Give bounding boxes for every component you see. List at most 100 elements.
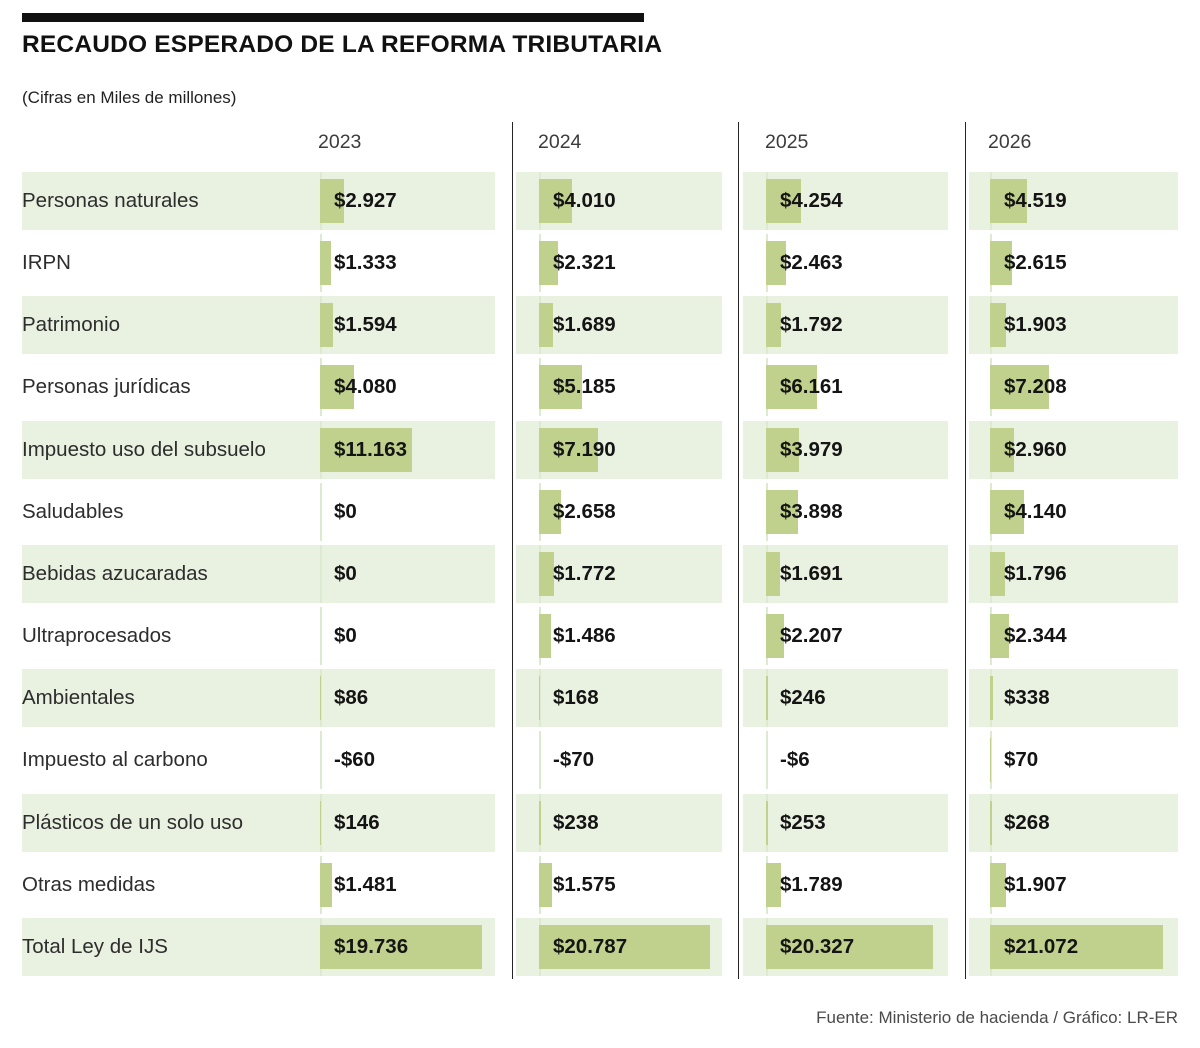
cell-value: $1.903 (1004, 313, 1067, 337)
value-bar (766, 800, 768, 845)
row-label: Otras medidas (22, 872, 156, 896)
value-bar (539, 241, 558, 286)
value-bar (990, 489, 1024, 534)
value-bar (320, 862, 332, 907)
row-background (743, 669, 948, 728)
table-row: Patrimonio $1.594 $1.689 $1.792 $1.903 (0, 296, 1200, 355)
cell-value: -$6 (780, 748, 810, 772)
cell-value: $0 (334, 499, 357, 523)
table-row: Impuesto uso del subsuelo $11.163 $7.190 $3… (0, 420, 1200, 479)
table-row: Bebidas azucaradas $0 $1.772 $1.691 $1.796 (0, 544, 1200, 603)
cell-value: $4.519 (1004, 189, 1067, 212)
table-row: Plásticos de un solo uso $146 $238 $253 $268 (0, 793, 1200, 852)
baseline-tick (320, 607, 322, 665)
cell-value: $1.792 (780, 313, 843, 337)
cell-value: $1.333 (334, 251, 397, 275)
row-background (22, 544, 495, 603)
cell-value: $4.140 (1004, 499, 1067, 523)
value-bar (766, 676, 768, 721)
title-rule (22, 13, 644, 22)
value-bar (766, 862, 781, 907)
value-bar (990, 551, 1005, 596)
row-label: Saludables (22, 499, 124, 523)
cell-value: $1.789 (780, 872, 843, 896)
cell-value: $1.907 (1004, 872, 1067, 896)
cell-value: $1.691 (780, 561, 843, 585)
row-label: Ambientales (22, 686, 135, 710)
value-bar (539, 862, 552, 907)
cell-value: $20.787 (553, 934, 628, 958)
cell-value: $246 (780, 686, 826, 710)
column-separator (511, 122, 513, 979)
value-bar (990, 365, 1049, 410)
cell-value: $4.080 (334, 375, 397, 399)
baseline-tick (320, 669, 322, 728)
value-bar (320, 365, 354, 410)
cell-value: $1.796 (1004, 561, 1067, 585)
value-bar (320, 241, 331, 286)
value-bar (766, 614, 784, 658)
row-label: Patrimonio (22, 313, 120, 337)
table-row: Impuesto al carbono -$60 -$70 -$6 $70 (0, 731, 1200, 790)
cell-value: $0 (334, 561, 357, 585)
cell-value: $11.163 (334, 437, 407, 461)
row-background (743, 793, 948, 852)
baseline-tick (766, 731, 768, 790)
cell-value: $1.486 (553, 624, 616, 647)
value-bar (539, 179, 572, 223)
row-background (969, 793, 1178, 852)
cell-value: $253 (780, 810, 826, 834)
value-bar (320, 676, 321, 721)
table-row-total: Total Ley de IJS $19.736 $20.787 $20.327 $21… (0, 917, 1200, 976)
cell-value: $1.481 (334, 872, 397, 896)
row-label: Personas jurídicas (22, 375, 191, 399)
value-bar (320, 303, 333, 348)
value-bar (539, 365, 582, 410)
table-row: Personas jurídicas $4.080 $5.185 $6.161 $7.2… (0, 358, 1200, 417)
column-separator (964, 122, 966, 979)
value-bar (539, 676, 540, 721)
baseline-tick (320, 793, 322, 852)
cell-value: $1.772 (553, 561, 616, 585)
cell-value: $6.161 (780, 375, 843, 399)
value-bar (766, 179, 801, 223)
row-label: Bebidas azucaradas (22, 561, 208, 585)
cell-value: $268 (1004, 810, 1050, 834)
source-credit: Fuente: Ministerio de hacienda / Gráfico… (816, 1008, 1178, 1027)
row-background (22, 793, 495, 852)
row-label: Impuesto uso del subsuelo (22, 437, 266, 461)
cell-value: $1.689 (553, 313, 616, 337)
cell-value: $168 (553, 686, 599, 710)
table-row: Ambientales $86 $168 $246 $338 (0, 669, 1200, 728)
value-bar (990, 614, 1009, 658)
row-background (22, 172, 495, 230)
cell-value: $1.594 (334, 313, 397, 337)
value-bar (990, 241, 1012, 286)
value-bar (320, 427, 412, 472)
row-label: Plásticos de un solo uso (22, 810, 244, 834)
row-background (516, 793, 722, 852)
table-row: Ultraprocesados $0 $1.486 $2.207 $2.344 (0, 607, 1200, 665)
cell-value: $338 (1004, 686, 1050, 710)
cell-value: $70 (1004, 748, 1039, 772)
cell-value: $2.960 (1004, 437, 1067, 461)
value-bar (990, 800, 992, 845)
value-bar (539, 551, 554, 596)
row-label: Impuesto al carbono (22, 748, 208, 772)
value-bar (990, 303, 1006, 348)
cell-value: $7.208 (1004, 375, 1067, 399)
baseline-tick (990, 731, 992, 790)
value-bar (766, 365, 817, 410)
value-bar (766, 924, 933, 969)
baseline-tick (320, 544, 322, 603)
cell-value: $2.658 (553, 499, 616, 523)
row-background (516, 669, 722, 728)
cell-value: $7.190 (553, 437, 616, 461)
column-header-year: 2023 (318, 131, 362, 153)
cell-value: $20.327 (780, 934, 855, 958)
value-bar (539, 614, 551, 658)
value-bar (539, 427, 598, 472)
value-bar (539, 489, 561, 534)
value-bar (990, 179, 1027, 223)
